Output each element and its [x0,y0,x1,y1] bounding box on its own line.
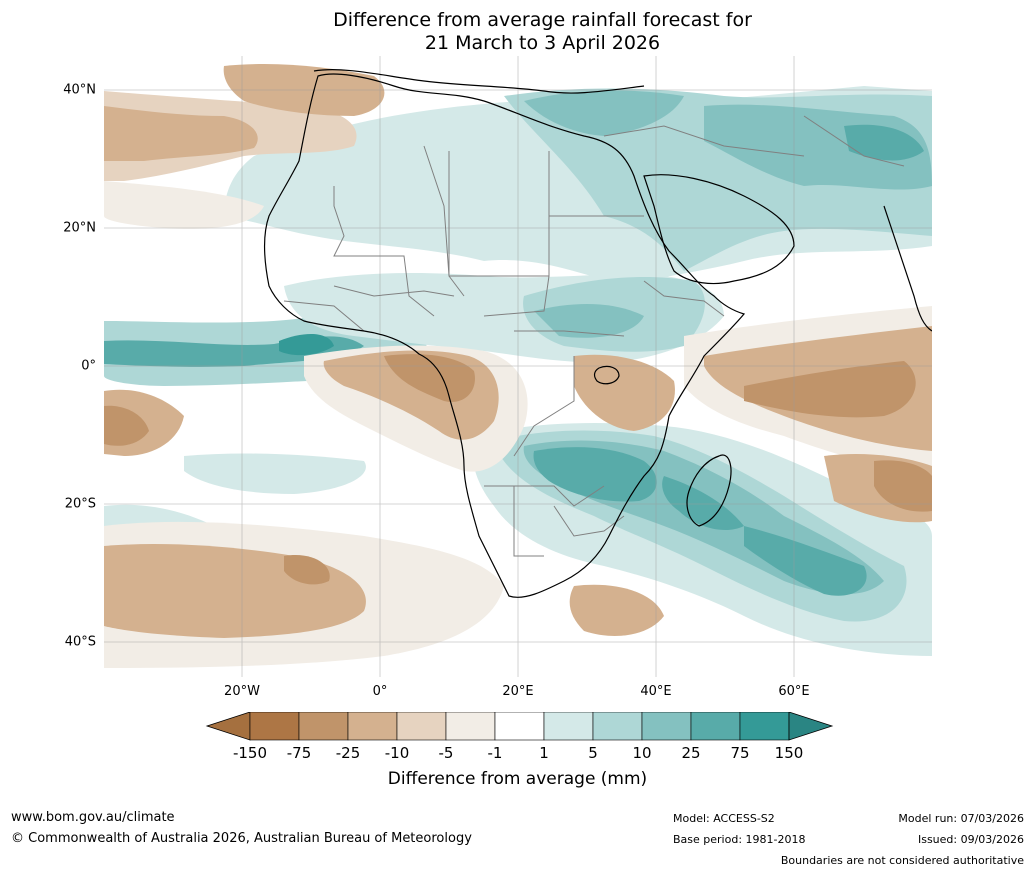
colorbar-segment [592,712,643,741]
footer-base-period: Base period: 1981-2018 [673,833,806,846]
lat-label-0: 0° [81,358,96,374]
wet-zone-horn-core [534,304,644,338]
rainfall-anomaly-map [104,56,932,677]
colorbar-tick-label: -1 [487,744,503,762]
border-namibia [513,486,544,557]
lake-victoria-icon [593,365,620,385]
colorbar-segment [543,712,594,741]
colorbar-tick-label: -5 [438,744,454,762]
colorbar-tick-label: -75 [286,744,312,762]
colorbar-tick-label: 75 [730,744,750,762]
lon-label-0: 0° [372,684,388,699]
colorbar-segment [347,712,398,741]
colorbar-tick-label: -150 [232,744,268,762]
border-west-africa [283,300,365,332]
lat-label-40s: 40°S [64,634,96,650]
lon-label-40e: 40°E [640,684,672,699]
colorbar-segment [396,712,447,741]
border-zambia [484,485,605,507]
colorbar-segment [641,712,692,741]
arabia-outline-icon [643,174,795,285]
map-svg [104,56,932,677]
footer-copyright: © Commonwealth of Australia 2026, Austra… [11,831,472,846]
colorbar-segment [249,712,300,741]
footer-disclaimer: Boundaries are not considered authoritat… [780,854,1024,867]
colorbar-label: Difference from average (mm) [387,769,648,789]
border-algeria-libya [423,145,465,297]
europe-coast-icon [313,69,645,94]
colorbar-segment [690,712,741,741]
wet-zone-mozambique [662,476,744,531]
wet-zone-indian-ocean-core [744,526,867,596]
colorbar-tick-label: -25 [335,744,361,762]
lon-label-60e: 60°E [778,684,810,699]
title-line-1: Difference from average rainfall forecas… [333,9,752,31]
dry-zone-southwest [569,584,664,636]
title-line-2: 21 March to 3 April 2026 [424,32,661,54]
footer-issued: Issued: 09/03/2026 [917,833,1024,846]
dry-zone-indian-ocean-core [744,361,916,418]
wet-zone-atlantic-south-2 [184,453,366,494]
madagascar-outline-icon [686,454,732,527]
wet-zone-southern-africa-deep [533,447,657,502]
colorbar-segment [298,712,349,741]
colorbar-tick-label: 1 [539,744,549,762]
lon-label-20w: 20°W [224,684,260,699]
dry-zone-south-atlantic-core [284,555,330,585]
colorbar-segment [739,712,790,741]
border-west-sahara [333,186,435,317]
coastlines [263,69,932,598]
colorbar-arrow-high [788,712,834,741]
footer-model: Model: ACCESS-S2 [673,812,775,825]
india-outline-icon [883,205,932,332]
country-borders [283,115,905,557]
colorbar [205,712,834,741]
dry-zone-east-africa [574,354,675,431]
border-zimbabwe [553,505,625,537]
border-ethiopia [643,280,725,317]
colorbar-segment [494,712,545,741]
colorbar-tick-label: 150 [774,744,804,762]
border-chad-sudan [483,275,550,317]
dry-zone-north-atlantic-core [104,106,258,161]
colorbar-tick-label: 10 [632,744,652,762]
colorbar-tick-label: 5 [588,744,598,762]
colorbar-arrow-low [205,712,251,741]
border-car-sudan [514,330,625,337]
map-title: Difference from average rainfall forecas… [0,9,1035,55]
footer-model-run: Model run: 07/03/2026 [898,812,1024,825]
dry-zone-west-atlantic-core [104,405,149,446]
africa-land-outline-icon [263,73,746,598]
lon-label-20e: 20°E [502,684,534,699]
border-middle-east [603,125,805,157]
lat-label-40n: 40°N [63,82,96,98]
wet-zone-atlantic-deep [279,334,334,356]
wet-zone-iran-core [844,124,924,161]
lat-label-20n: 20°N [63,220,96,236]
dry-zone-indian-ocean-south-core [874,460,932,512]
border-libya-egypt [448,151,550,277]
colorbar-tick-label: -10 [384,744,410,762]
graticule [104,56,932,677]
footer-url[interactable]: www.bom.gov.au/climate [11,810,175,825]
colorbar-segment [445,712,496,741]
border-sahel [333,285,455,297]
border-iran [803,115,905,167]
wet-zone-med [524,90,684,136]
dry-zone-north-atlantic-light [104,181,264,229]
lat-label-20s: 20°S [64,496,96,512]
border-drc-east [513,356,575,457]
colorbar-tick-label: 25 [681,744,701,762]
